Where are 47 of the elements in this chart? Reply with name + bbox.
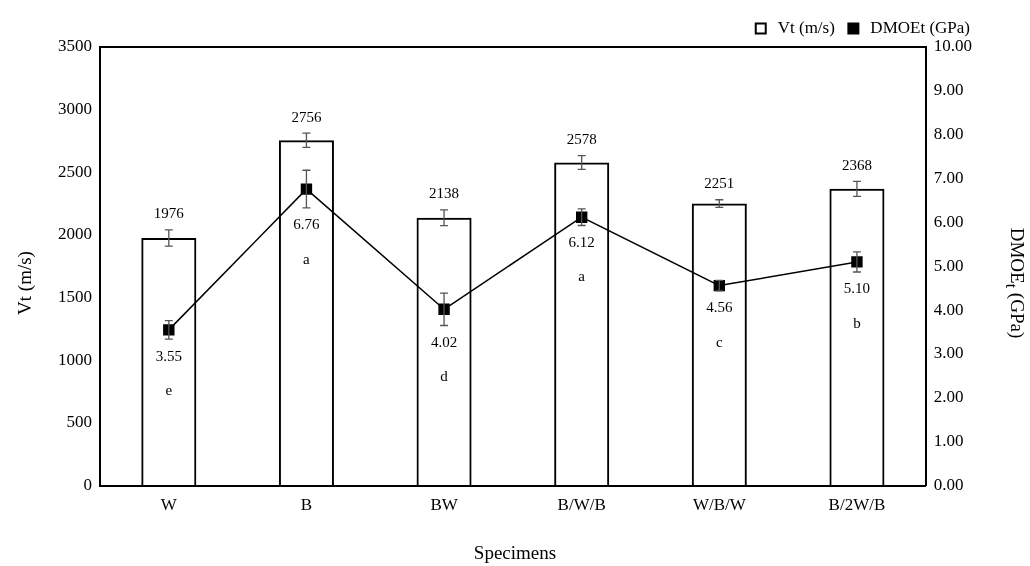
y-tick-label: 2000 <box>58 224 92 244</box>
data-label: 4.02 <box>430 333 458 350</box>
y2-tick-label: 4.00 <box>933 299 964 319</box>
annotation: a <box>578 268 586 285</box>
y-tick-label: 3000 <box>58 99 92 119</box>
legend-label: Vt (m/s) <box>777 17 835 37</box>
x-tick-label: W/B/W <box>692 495 747 515</box>
data-label: 2578 <box>566 131 597 148</box>
data-label: 2138 <box>429 185 460 202</box>
annotation: a <box>303 250 311 267</box>
x-axis-title: Specimens <box>472 542 558 564</box>
annotation: b <box>853 314 861 331</box>
y2-tick-label: 1.00 <box>933 431 964 451</box>
y-tick-label: 2500 <box>58 161 92 181</box>
data-label: 4.56 <box>706 299 733 316</box>
y-axis-title: Vt (m/s) <box>13 251 36 315</box>
annotation: e <box>165 382 173 399</box>
data-label: 2756 <box>291 108 322 125</box>
x-tick-label: B/2W/B <box>828 495 886 515</box>
y-tick-label: 3500 <box>58 36 92 56</box>
data-label: 5.10 <box>843 280 871 297</box>
data-label: 6.76 <box>293 216 321 233</box>
y2-tick-label: 0.00 <box>933 475 964 495</box>
y-tick-label: 1000 <box>58 349 92 369</box>
y-tick-label: 500 <box>66 412 92 432</box>
y2-tick-label: 2.00 <box>933 387 964 407</box>
data-label: 2251 <box>704 175 735 192</box>
data-label: 6.12 <box>568 233 595 250</box>
y-tick-label: 1500 <box>58 287 92 307</box>
y-tick-label: 0 <box>83 475 92 495</box>
y2-tick-label: 5.00 <box>933 255 964 275</box>
x-tick-label: B/W/B <box>557 495 606 515</box>
y2-tick-label: 9.00 <box>933 80 964 100</box>
x-tick-label: B <box>300 495 313 515</box>
y2-tick-label: 3.00 <box>933 343 964 363</box>
data-label: 3.55 <box>155 347 182 364</box>
legend-label: DMOEt (GPa) <box>870 17 971 37</box>
y2-tick-label: 10.00 <box>933 36 972 56</box>
annotation: d <box>440 368 449 385</box>
annotation: c <box>715 333 723 350</box>
x-tick-label: W <box>160 495 178 515</box>
y2-tick-label: 7.00 <box>933 168 964 188</box>
data-label: 1976 <box>153 205 185 222</box>
y2-tick-label: 6.00 <box>933 211 964 231</box>
data-label: 2368 <box>841 156 872 173</box>
y2-tick-label: 8.00 <box>933 124 964 144</box>
x-tick-label: BW <box>430 495 459 515</box>
